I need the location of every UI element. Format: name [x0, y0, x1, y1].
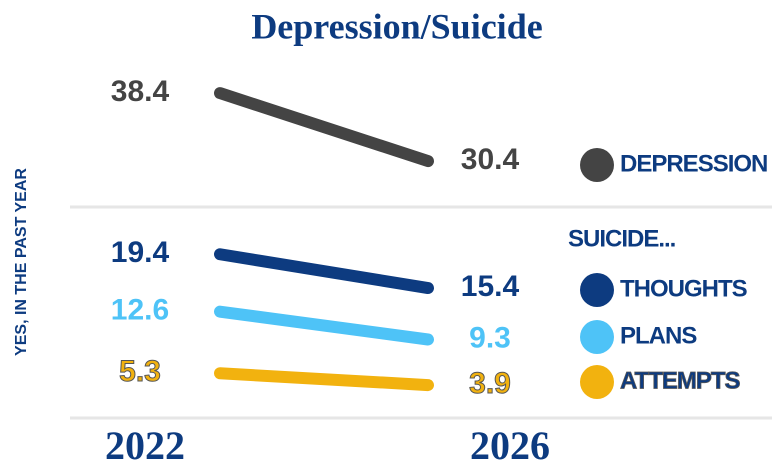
legend-marker: [580, 365, 614, 399]
legend-marker: [580, 273, 614, 307]
legend-label: DEPRESSION: [620, 150, 767, 177]
legend-title: SUICIDE...: [568, 225, 676, 252]
value-label: 3.9: [469, 367, 511, 400]
series-line: [214, 305, 434, 346]
value-label: 38.4: [111, 75, 170, 108]
series-line: [214, 367, 434, 392]
legend-label: THOUGHTS: [620, 275, 748, 302]
value-label: 19.4: [111, 236, 170, 269]
value-label: 30.4: [461, 143, 520, 176]
series-line: [214, 87, 434, 168]
y-axis-label: YES, IN THE PAST YEAR: [13, 168, 30, 356]
legend-marker: [580, 148, 614, 182]
value-label: 12.6: [111, 294, 169, 327]
x-tick-label: 2022: [105, 423, 185, 468]
value-label: 15.4: [461, 270, 520, 303]
series-line: [214, 248, 434, 295]
chart-title: Depression/Suicide: [251, 6, 542, 46]
legend-marker: [580, 320, 614, 354]
x-tick-label: 2026: [470, 423, 550, 468]
value-label: 5.3: [119, 355, 161, 388]
legend-label: PLANS: [620, 322, 697, 349]
value-label: 9.3: [469, 321, 511, 354]
legend-label: ATTEMPTS: [620, 367, 741, 394]
